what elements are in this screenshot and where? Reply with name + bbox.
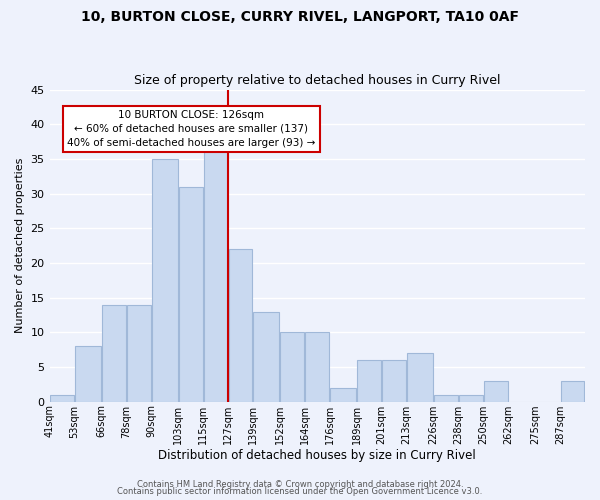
- Bar: [203, 145, 227, 402]
- Bar: [179, 186, 203, 402]
- Bar: [75, 346, 101, 402]
- Bar: [407, 353, 433, 402]
- Bar: [127, 304, 151, 402]
- Text: Contains public sector information licensed under the Open Government Licence v3: Contains public sector information licen…: [118, 487, 482, 496]
- Bar: [434, 394, 458, 402]
- Text: Contains HM Land Registry data © Crown copyright and database right 2024.: Contains HM Land Registry data © Crown c…: [137, 480, 463, 489]
- Bar: [382, 360, 406, 402]
- Bar: [50, 394, 74, 402]
- Bar: [280, 332, 304, 402]
- X-axis label: Distribution of detached houses by size in Curry Rivel: Distribution of detached houses by size …: [158, 450, 476, 462]
- Bar: [253, 312, 280, 402]
- Bar: [560, 381, 584, 402]
- Bar: [102, 304, 126, 402]
- Text: 10 BURTON CLOSE: 126sqm
← 60% of detached houses are smaller (137)
40% of semi-d: 10 BURTON CLOSE: 126sqm ← 60% of detache…: [67, 110, 316, 148]
- Y-axis label: Number of detached properties: Number of detached properties: [15, 158, 25, 334]
- Bar: [305, 332, 329, 402]
- Bar: [357, 360, 381, 402]
- Bar: [459, 394, 483, 402]
- Bar: [152, 159, 178, 402]
- Text: 10, BURTON CLOSE, CURRY RIVEL, LANGPORT, TA10 0AF: 10, BURTON CLOSE, CURRY RIVEL, LANGPORT,…: [81, 10, 519, 24]
- Bar: [484, 381, 508, 402]
- Title: Size of property relative to detached houses in Curry Rivel: Size of property relative to detached ho…: [134, 74, 500, 87]
- Bar: [330, 388, 356, 402]
- Bar: [229, 249, 253, 402]
